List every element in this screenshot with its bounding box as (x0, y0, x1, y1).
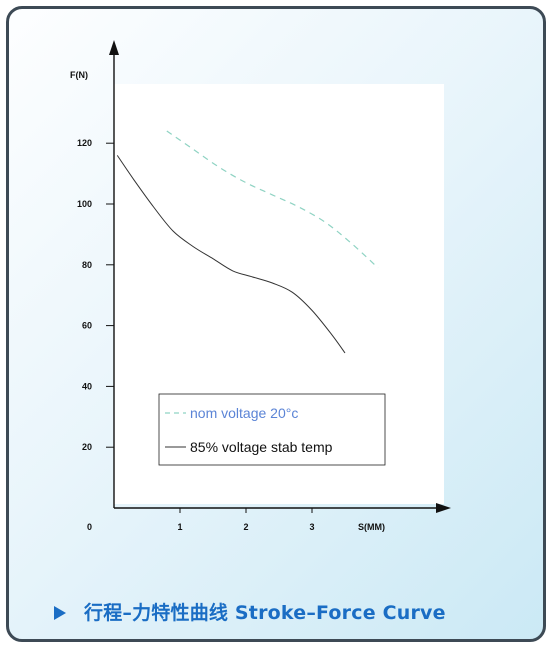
y-tick-label: 60 (82, 321, 92, 331)
x-axis-arrow (436, 503, 451, 513)
caption-text: 行程–力特性曲线 Stroke–Force Curve (84, 602, 446, 624)
y-tick-label: 40 (82, 381, 92, 391)
tick-layer: 1 2 3 20 40 60 80 100 120 (77, 138, 315, 532)
series-line-85-percent (116, 155, 346, 354)
y-axis-arrow (109, 40, 119, 55)
x-axis-label: S(MM) (358, 522, 385, 532)
y-tick-label: 80 (82, 260, 92, 270)
x-tick-label: 1 (177, 522, 182, 532)
legend-label-solid: 85% voltage stab temp (190, 439, 333, 455)
legend-box (158, 393, 386, 466)
y-tick-label: 120 (77, 138, 92, 148)
series-line-nominal (166, 130, 379, 269)
figure-caption: 行程–力特性曲线 Stroke–Force Curve (54, 598, 446, 625)
y-tick-label: 20 (82, 442, 92, 452)
origin-label: 0 (87, 522, 92, 532)
y-tick-label: 100 (77, 199, 92, 209)
x-tick-label: 3 (309, 522, 314, 532)
caption-triangle-icon (54, 606, 66, 620)
series-layer (116, 130, 379, 354)
legend: nom voltage 20°c 85% voltage stab temp (158, 393, 386, 466)
y-axis-label: F(N) (70, 70, 88, 80)
x-tick-label: 2 (243, 522, 248, 532)
legend-label-dashed: nom voltage 20°c (190, 405, 298, 421)
